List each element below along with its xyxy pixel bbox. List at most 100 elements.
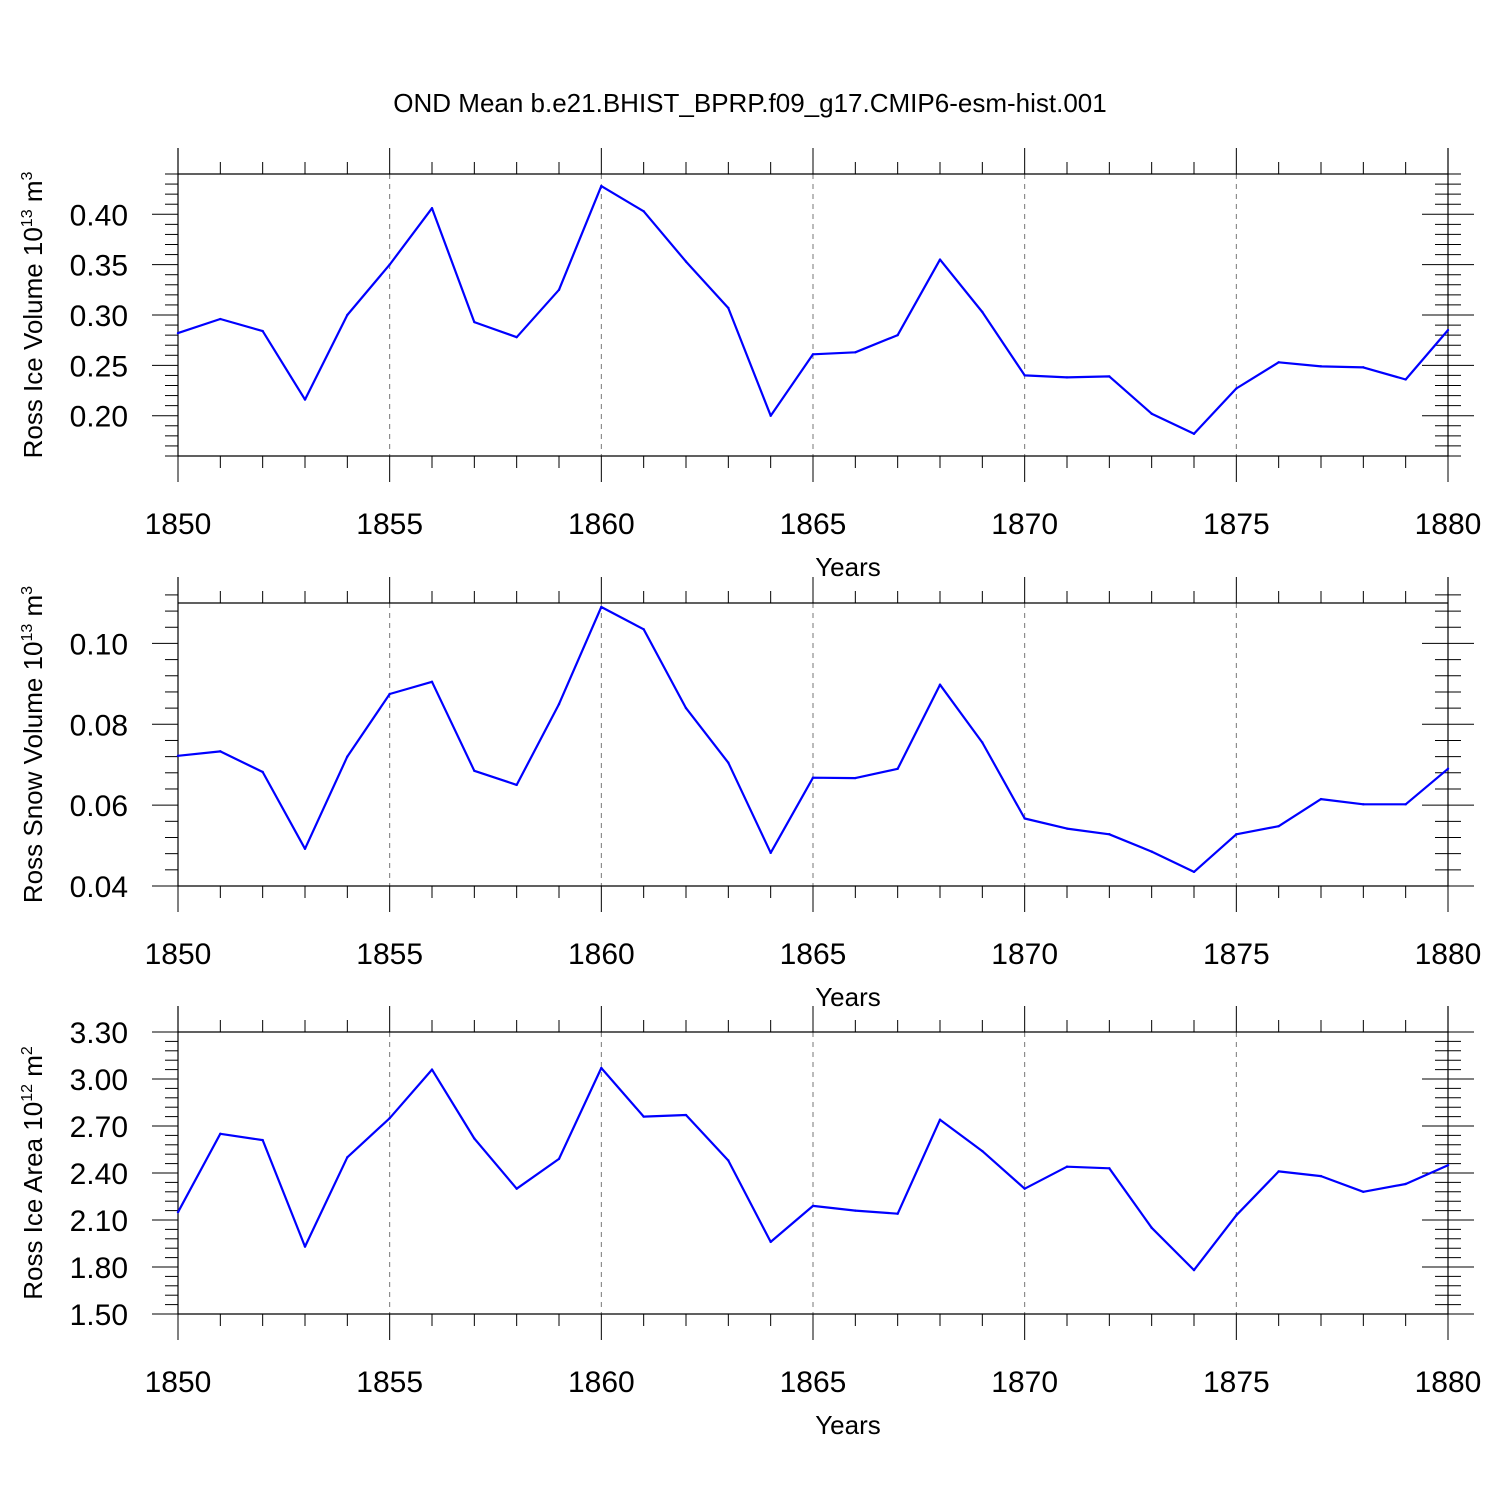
x-tick-label: 1865	[780, 508, 847, 541]
data-point	[1362, 366, 1365, 369]
x-tick-label: 1870	[991, 508, 1058, 541]
x-tick-label: 1880	[1415, 508, 1482, 541]
data-point	[346, 313, 349, 317]
data-point	[642, 1115, 645, 1118]
x-tick-label: 1865	[780, 938, 847, 971]
data-point	[600, 1066, 603, 1070]
x-axis-title: Years	[815, 1410, 881, 1440]
data-point	[1319, 1174, 1323, 1178]
data-point	[727, 1159, 730, 1162]
y-axis-title-text: Ross Ice Area 10	[18, 1102, 48, 1300]
x-tick-label: 1860	[568, 1366, 635, 1399]
data-point	[727, 306, 730, 310]
x-tick-label: 1875	[1203, 938, 1270, 971]
data-point	[1108, 1167, 1111, 1170]
data-point	[769, 1240, 772, 1244]
data-point	[303, 847, 307, 851]
snow-volume-panel: 1850 1855 1860 1865 1870 1875 1880 Years 0.04 0.0…	[18, 577, 1481, 1012]
y-tick-label: 0.35	[70, 250, 128, 283]
data-point	[473, 1137, 476, 1140]
data-point	[1023, 374, 1026, 377]
x-tick-label: 1850	[145, 508, 212, 541]
x-tick-label: 1855	[356, 508, 423, 541]
data-point	[1192, 870, 1196, 874]
y-axis-title-unit-exponent: 3	[19, 586, 36, 595]
data-point	[1235, 1214, 1238, 1217]
data-point	[981, 310, 984, 314]
data-point	[1404, 1182, 1407, 1186]
data-point	[261, 770, 264, 774]
data-point	[854, 776, 857, 780]
y-axis-title-exponent: 13	[19, 624, 36, 642]
y-axis-title-exponent: 13	[19, 209, 36, 227]
x-tick-label: 1850	[145, 1366, 212, 1399]
data-point	[1023, 817, 1026, 820]
data-point	[176, 331, 180, 335]
data-point	[1108, 375, 1111, 378]
data-point	[388, 1116, 391, 1120]
data-point	[176, 1210, 180, 1214]
data-point	[896, 1212, 899, 1215]
data-point	[557, 702, 561, 706]
data-point	[557, 1157, 561, 1161]
data-point	[1277, 824, 1280, 828]
y-tick-label: 1.80	[70, 1252, 128, 1285]
y-axis-title-unit: m	[18, 595, 48, 624]
data-point	[938, 1118, 942, 1121]
x-tick-label: 1855	[356, 938, 423, 971]
y-axis-title: Ross Snow Volume 1013 m3	[18, 586, 48, 903]
data-point	[811, 353, 815, 356]
y-tick-label: 0.08	[70, 709, 128, 742]
y-tick-label: 2.10	[70, 1205, 128, 1238]
data-point	[811, 776, 815, 779]
data-point	[642, 628, 645, 631]
data-point	[261, 1138, 264, 1142]
data-point	[684, 260, 688, 263]
data-point	[176, 754, 180, 758]
data-point	[1023, 1187, 1026, 1190]
y-axis-title-unit: m	[18, 1055, 48, 1084]
data-point	[769, 851, 772, 855]
x-tick-label: 1860	[568, 938, 635, 971]
data-point	[938, 683, 942, 686]
data-point	[388, 692, 391, 696]
y-axis-title: Ross Ice Area 1012 m2	[18, 1046, 48, 1300]
data-point	[346, 1156, 349, 1159]
data-point	[896, 767, 899, 770]
data-point	[642, 210, 645, 213]
data-point	[769, 414, 772, 417]
data-point	[1404, 803, 1407, 806]
y-axis-title-text: Ross Ice Volume 10	[18, 227, 48, 458]
y-tick-label: 0.04	[70, 871, 128, 904]
data-point	[1446, 767, 1450, 770]
x-tick-label: 1855	[356, 1366, 423, 1399]
data-point	[1446, 1163, 1450, 1167]
data-point	[981, 741, 984, 744]
data-point	[1277, 361, 1280, 364]
data-point	[261, 329, 264, 333]
data-point	[1065, 376, 1069, 379]
ice-area-panel: 1850 1855 1860 1865 1870 1875 1880 Years 1.50 1.8…	[18, 1006, 1481, 1440]
y-axis-title-unit-exponent: 3	[19, 171, 36, 180]
y-tick-label: 0.10	[70, 628, 128, 661]
data-point	[1319, 797, 1323, 801]
x-tick-label: 1865	[780, 1366, 847, 1399]
data-point	[684, 1113, 688, 1117]
x-tick-label: 1870	[991, 938, 1058, 971]
data-point	[473, 320, 476, 324]
data-point	[1150, 1226, 1153, 1230]
data-point	[303, 1245, 307, 1248]
data-point	[430, 1068, 434, 1071]
data-point	[388, 263, 391, 266]
plot-title: OND Mean b.e21.BHIST_BPRP.f09_g17.CMIP6-…	[393, 88, 1106, 118]
y-axis-title: Ross Ice Volume 1013 m3	[18, 171, 48, 458]
data-point	[811, 1204, 815, 1208]
data-point	[1362, 1190, 1365, 1194]
x-axis-title: Years	[815, 552, 881, 582]
data-point	[1362, 803, 1365, 806]
y-tick-label: 0.06	[70, 790, 128, 823]
x-tick-label: 1875	[1203, 508, 1270, 541]
data-point	[1277, 1170, 1280, 1173]
